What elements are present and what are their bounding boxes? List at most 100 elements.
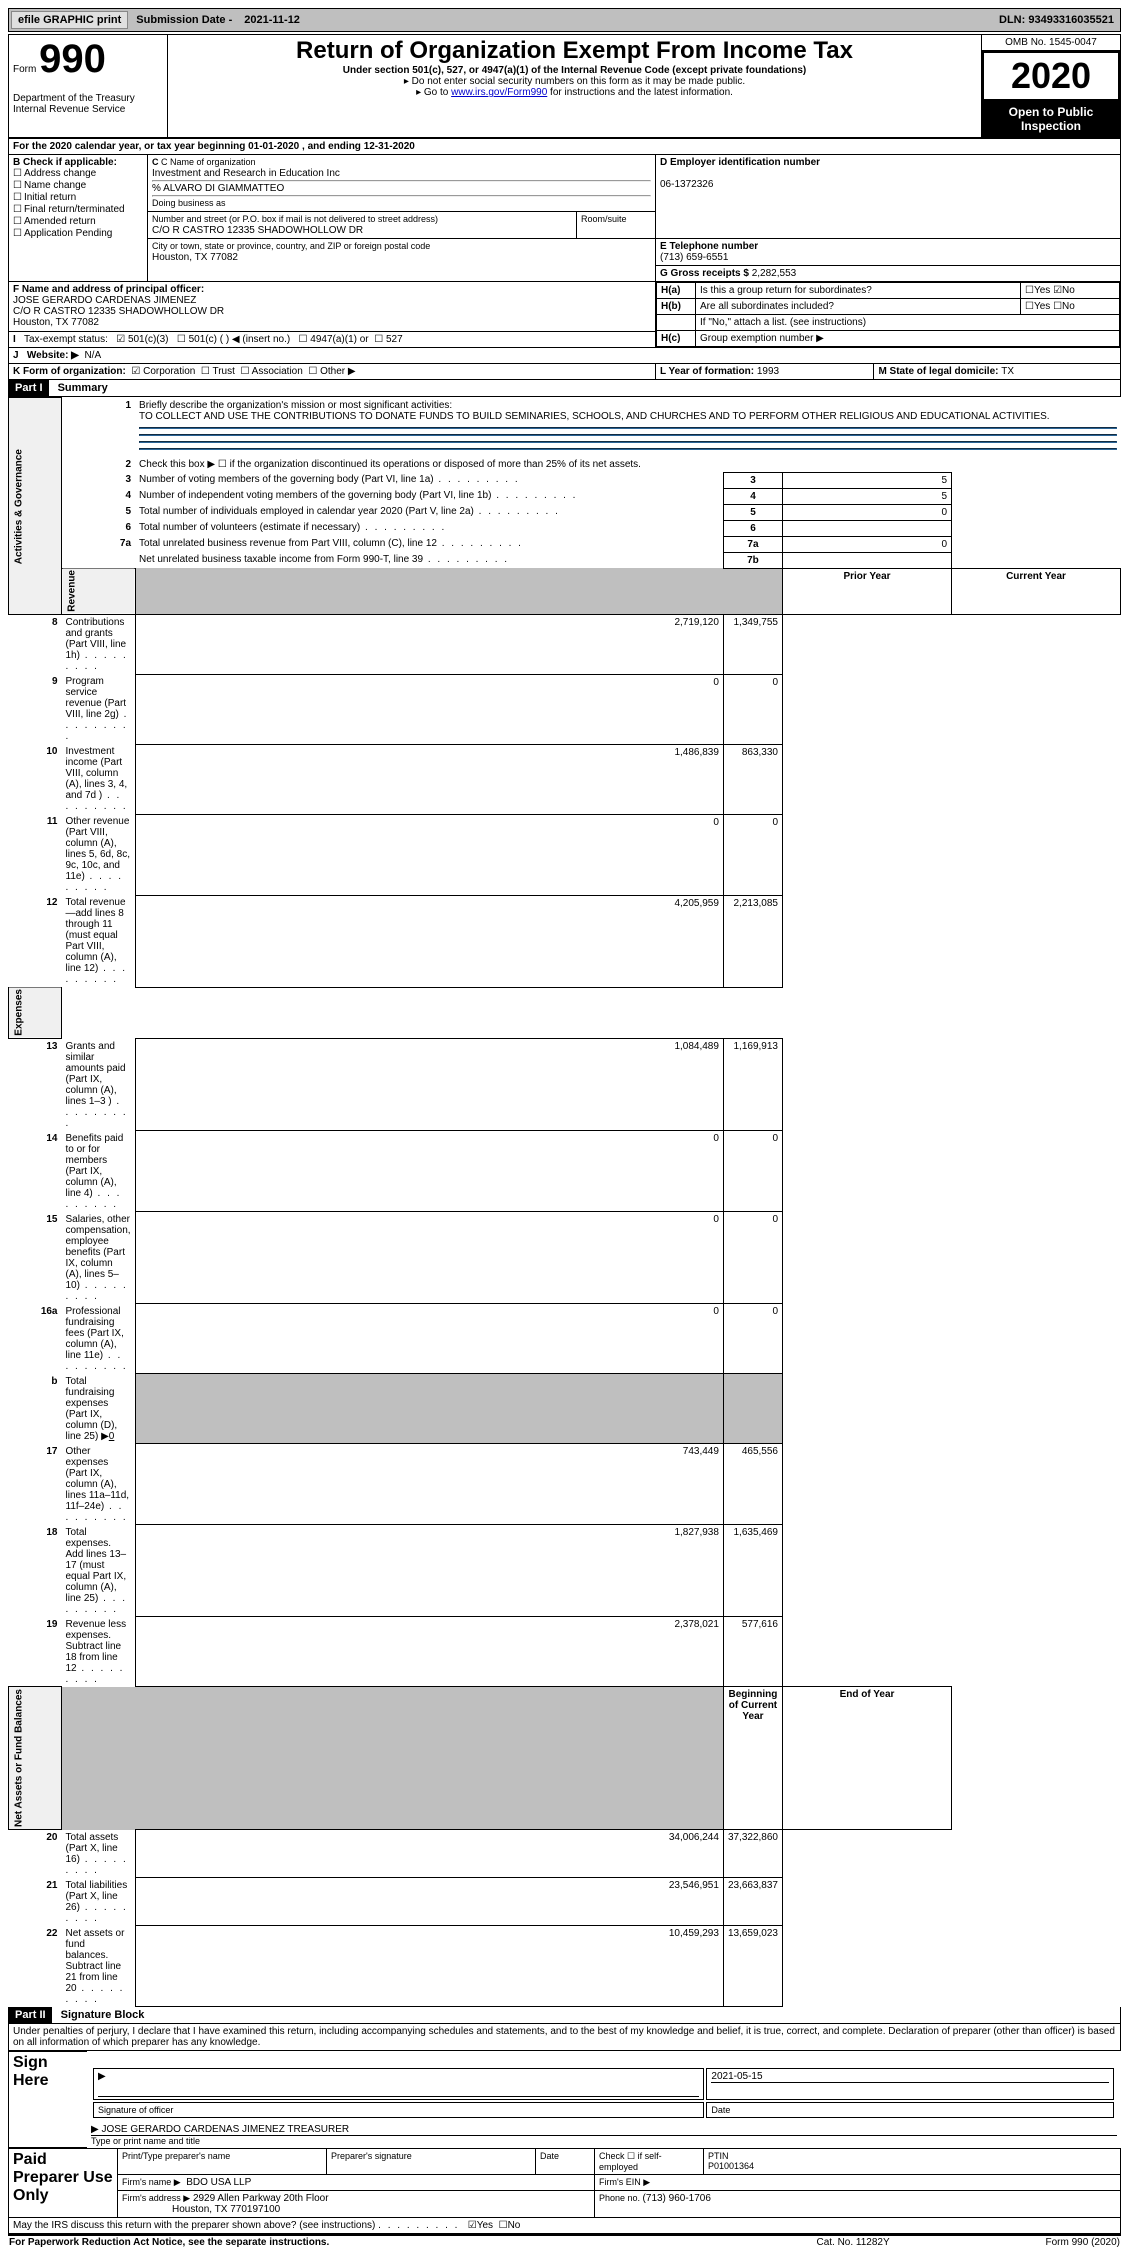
ptin-value: P01001364 — [708, 2161, 754, 2171]
room-suite-label: Room/suite — [577, 212, 656, 239]
line16a-prior: 0 — [135, 1304, 723, 1374]
phone-value: (713) 659-6551 — [660, 252, 728, 263]
cb-527[interactable]: 527 — [386, 334, 403, 345]
cb-name-change[interactable]: Name change — [24, 180, 86, 191]
officer-name-title: JOSE GERARDO CARDENAS JIMENEZ TREASURER — [101, 2124, 349, 2135]
line14-prior: 0 — [135, 1131, 723, 1212]
preparer-table: Paid Preparer Use Only Print/Type prepar… — [8, 2148, 1121, 2234]
box-c-label: C C Name of organization — [152, 157, 256, 167]
line8-prior: 2,719,120 — [135, 615, 723, 675]
line9-prior: 0 — [135, 674, 723, 744]
vlabel-revenue: Revenue — [62, 568, 136, 615]
line9-current: 0 — [723, 674, 782, 744]
ha-text: Is this a group return for subordinates? — [696, 283, 1021, 299]
k-label: K Form of organization: — [13, 366, 126, 377]
line12-text: Total revenue—add lines 8 through 11 (mu… — [62, 895, 136, 987]
cb-corporation[interactable]: Corporation — [143, 366, 195, 377]
col-beginning: Beginning of Current Year — [723, 1687, 782, 1830]
box-e-label: E Telephone number — [660, 241, 758, 252]
line16a-current: 0 — [723, 1304, 782, 1374]
line2-text: Check this box ▶ ☐ if the organization d… — [135, 457, 1120, 473]
hb-label: H(b) — [661, 301, 681, 312]
box-g-label: G Gross receipts $ — [660, 268, 752, 279]
line8-text: Contributions and grants (Part VIII, lin… — [62, 615, 136, 675]
line17-prior: 743,449 — [135, 1444, 723, 1525]
l-label: L Year of formation: — [660, 366, 757, 377]
discuss-text: May the IRS discuss this return with the… — [13, 2220, 375, 2231]
firm-addr1: 2929 Allen Parkway 20th Floor — [193, 2193, 329, 2204]
discuss-no[interactable]: No — [508, 2220, 521, 2231]
omb-no: OMB No. 1545-0047 — [982, 35, 1121, 51]
form-header: Form 990 Department of the Treasury Inte… — [8, 34, 1121, 138]
part1-table: Activities & Governance 1 Briefly descri… — [8, 397, 1121, 2007]
form-title: Return of Organization Exempt From Incom… — [172, 37, 977, 65]
cb-final-return[interactable]: Final return/terminated — [24, 204, 125, 215]
line10-text: Investment income (Part VIII, column (A)… — [62, 744, 136, 814]
dln-value: DLN: 93493316035521 — [999, 14, 1120, 26]
efile-print-button[interactable]: efile GRAPHIC print — [11, 11, 128, 29]
ptin-label: PTIN — [708, 2151, 729, 2161]
line20-current: 37,322,860 — [723, 1830, 782, 1878]
form-subtitle: Under section 501(c), 527, or 4947(a)(1)… — [172, 65, 977, 76]
line13-prior: 1,084,489 — [135, 1039, 723, 1131]
irs-form990-link[interactable]: www.irs.gov/Form990 — [451, 87, 547, 98]
firm-phone-label: Phone no. — [599, 2193, 643, 2203]
col-current-year: Current Year — [952, 568, 1121, 615]
care-of: % ALVARO DI GIAMMATTEO — [152, 183, 284, 194]
line18-current: 1,635,469 — [723, 1525, 782, 1617]
ha-label: H(a) — [661, 285, 680, 296]
cb-501c[interactable]: 501(c) ( ) ◀ (insert no.) — [189, 334, 291, 345]
street-address: C/O R CASTRO 12335 SHADOWHOLLOW DR — [152, 225, 363, 236]
line15-text: Salaries, other compensation, employee b… — [62, 1212, 136, 1304]
line22-current: 13,659,023 — [723, 1926, 782, 2007]
line5-box: 5 — [723, 504, 782, 520]
cb-amended-return[interactable]: Amended return — [24, 216, 96, 227]
cb-501c3[interactable]: 501(c)(3) — [128, 334, 169, 345]
line7b-value — [783, 552, 952, 568]
line17-current: 465,556 — [723, 1444, 782, 1525]
line13-text: Grants and similar amounts paid (Part IX… — [62, 1039, 136, 1131]
line9-text: Program service revenue (Part VIII, line… — [62, 674, 136, 744]
j-text: Website: ▶ — [27, 350, 79, 361]
ha-no[interactable]: No — [1062, 285, 1075, 296]
submission-date: 2021-11-12 — [238, 14, 306, 26]
mission-text: TO COLLECT AND USE THE CONTRIBUTIONS TO … — [139, 411, 1050, 422]
line20-text: Total assets (Part X, line 16) — [62, 1830, 136, 1878]
tax-year: 2020 — [982, 51, 1120, 101]
cb-addr-change[interactable]: Address change — [24, 168, 96, 179]
check-self-employed[interactable]: Check ☐ if self-employed — [595, 2149, 704, 2175]
officer-name: JOSE GERARDO CARDENAS JIMENEZ — [13, 295, 196, 306]
line20-prior: 34,006,244 — [135, 1830, 723, 1878]
line22-prior: 10,459,293 — [135, 1926, 723, 2007]
line16b-num: b — [51, 1376, 57, 1387]
cb-other[interactable]: Other ▶ — [320, 366, 355, 377]
line7b-text: Net unrelated business taxable income fr… — [135, 552, 723, 568]
city-label: City or town, state or province, country… — [152, 241, 430, 251]
hb-yes[interactable]: Yes — [1034, 301, 1050, 312]
dba-label: Doing business as — [152, 198, 226, 208]
line11-prior: 0 — [135, 814, 723, 895]
hb-no[interactable]: No — [1062, 301, 1075, 312]
line7a-box: 7a — [723, 536, 782, 552]
line8-current: 1,349,755 — [723, 615, 782, 675]
prep-sig-label: Preparer's signature — [327, 2149, 536, 2175]
part2-header: Part II — [9, 2007, 52, 2023]
line3-value: 5 — [783, 472, 952, 488]
cb-trust[interactable]: Trust — [212, 366, 234, 377]
ha-yes[interactable]: Yes — [1034, 285, 1050, 296]
part1-header: Part I — [9, 380, 49, 396]
firm-phone: (713) 960-1706 — [643, 2193, 711, 2204]
cb-app-pending[interactable]: Application Pending — [24, 228, 112, 239]
line10-prior: 1,486,839 — [135, 744, 723, 814]
line12-prior: 4,205,959 — [135, 895, 723, 987]
discuss-yes[interactable]: Yes — [477, 2220, 493, 2231]
part1-title: Summary — [52, 382, 108, 394]
city-state-zip: Houston, TX 77082 — [152, 252, 238, 263]
line21-text: Total liabilities (Part X, line 26) — [62, 1878, 136, 1926]
ein-value: 06-1372326 — [660, 179, 713, 190]
line21-current: 23,663,837 — [723, 1878, 782, 1926]
cb-4947[interactable]: 4947(a)(1) or — [310, 334, 368, 345]
top-bar: efile GRAPHIC print Submission Date - 20… — [8, 8, 1121, 32]
cb-initial-return[interactable]: Initial return — [24, 192, 76, 203]
cb-association[interactable]: Association — [252, 366, 303, 377]
